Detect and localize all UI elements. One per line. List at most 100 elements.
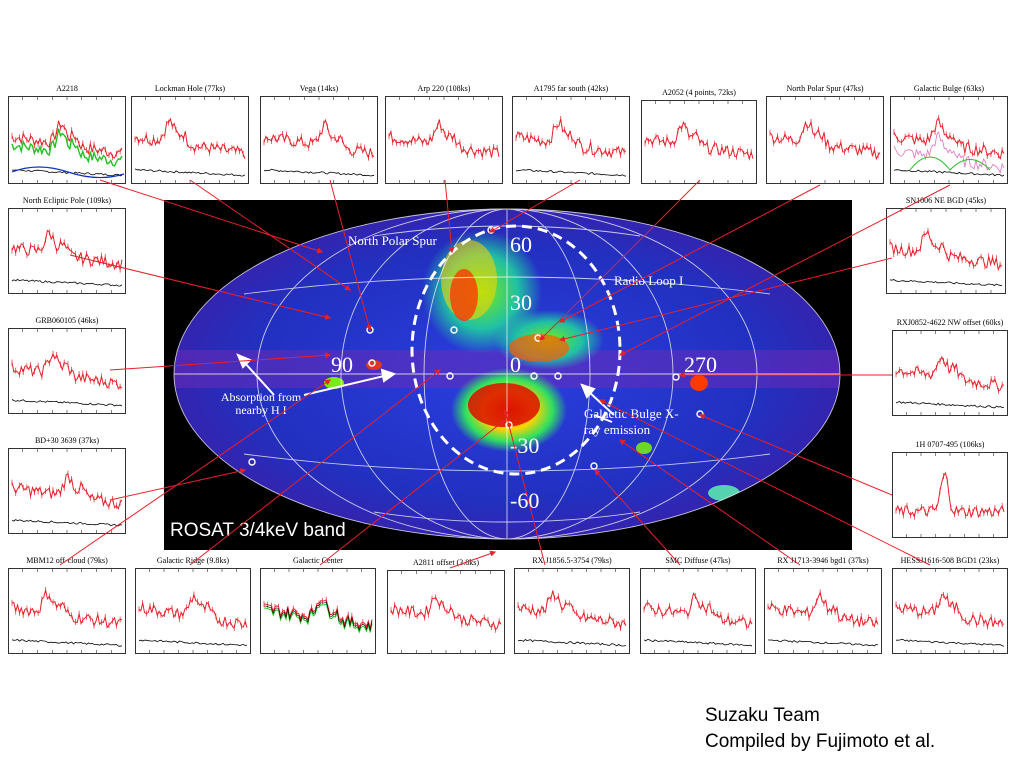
panel-title: HESSJ1616-508 BGD1 (23ks) bbox=[900, 556, 1000, 565]
spectrum-panel-a2811: A2811 offset (3.8ks) bbox=[387, 558, 505, 654]
plot-frame bbox=[640, 568, 756, 654]
plot-frame bbox=[135, 568, 251, 654]
background-series bbox=[517, 638, 627, 647]
plot-frame bbox=[260, 568, 376, 654]
plot-frame bbox=[892, 452, 1008, 538]
spectrum-panel-grb060105: GRB060105 (46ks) bbox=[8, 316, 126, 414]
label-absorption: Absorption from nearby H I bbox=[220, 390, 302, 417]
panel-title: GRB060105 (46ks) bbox=[35, 316, 99, 325]
spectrum-plot bbox=[8, 208, 126, 294]
spectrum-plot bbox=[892, 330, 1008, 416]
spectrum-panel-a2052: A2052 (4 points, 72ks) bbox=[641, 88, 757, 184]
panel-title: Vega (14ks) bbox=[299, 84, 339, 93]
spectrum-plot bbox=[886, 208, 1006, 294]
label-lat-30: 30 bbox=[510, 290, 532, 315]
plot-frame bbox=[892, 568, 1008, 654]
spectrum-panel-bd30-3639: BD+30 3639 (37ks) bbox=[8, 436, 126, 534]
spectrum-panel-vega: Vega (14ks) bbox=[260, 84, 378, 184]
panel-title: RX J1713-3946 bgd1 (37ks) bbox=[777, 556, 869, 565]
model-series bbox=[11, 128, 123, 167]
spectrum-panel-a2218: A2218 bbox=[8, 84, 126, 184]
spectrum-panel-galactic-ridge: Galactic Ridge (9.8ks) bbox=[135, 556, 251, 654]
panel-title: Galactic Bulge (63ks) bbox=[913, 84, 985, 93]
plot-frame bbox=[387, 570, 505, 654]
panel-title: A2218 bbox=[56, 84, 78, 93]
label-lat-minus-60: -60 bbox=[510, 488, 540, 513]
label-lat-0: 0 bbox=[510, 352, 521, 377]
label-galactic-bulge: Galactic Bulge X-ray emission bbox=[584, 406, 679, 437]
spectrum-panel-rxj1856: RX J1856.5-3754 (79ks) bbox=[514, 556, 630, 654]
panel-title: SN1006 NE BGD (45ks) bbox=[905, 196, 987, 205]
spectrum-plot bbox=[892, 452, 1008, 538]
background-series bbox=[767, 639, 879, 647]
spectrum-panel-sn1006: SN1006 NE BGD (45ks) bbox=[886, 196, 1006, 294]
map-band-label: ROSAT 3/4keV band bbox=[170, 520, 346, 541]
background-series bbox=[643, 638, 753, 647]
spectrum-plot bbox=[387, 570, 505, 654]
spectrum-plot bbox=[514, 568, 630, 654]
background-series bbox=[138, 639, 248, 647]
background-series bbox=[515, 169, 627, 177]
background-series bbox=[11, 169, 123, 177]
spectrum-panel-lockman-hole: Lockman Hole (77ks) bbox=[131, 84, 249, 184]
spectrum-panel-a1795: A1795 far south (42ks) bbox=[512, 84, 630, 184]
panel-title: RXJ0852-4622 NW offset (60ks) bbox=[896, 318, 1004, 327]
label-lon-90: 90 bbox=[331, 352, 353, 377]
spectrum-plot bbox=[764, 568, 882, 654]
credits-line-2: Compiled by Fujimoto et al. bbox=[705, 731, 936, 752]
sky-map-graphic bbox=[173, 208, 841, 540]
panel-title: Galactic Ridge (9.8ks) bbox=[156, 556, 230, 565]
spectrum-plot bbox=[131, 96, 249, 184]
spectrum-series bbox=[263, 601, 373, 631]
model-series bbox=[909, 156, 991, 171]
plot-frame bbox=[131, 96, 249, 184]
spectrum-panel-1h0707: 1H 0707-495 (106ks) bbox=[892, 440, 1008, 538]
panel-title: Arp 220 (108ks) bbox=[417, 84, 471, 93]
panel-title: A2052 (4 points, 72ks) bbox=[662, 88, 736, 97]
panel-title: BD+30 3639 (37ks) bbox=[34, 436, 100, 445]
spectrum-plot bbox=[135, 568, 251, 654]
spectrum-plot bbox=[890, 96, 1008, 184]
panel-title: RX J1856.5-3754 (79ks) bbox=[532, 556, 612, 565]
spectrum-plot bbox=[260, 96, 378, 184]
spectrum-panel-hessj1616: HESSJ1616-508 BGD1 (23ks) bbox=[892, 556, 1008, 654]
panel-title: SMC Diffuse (47ks) bbox=[665, 556, 731, 565]
spectrum-plot bbox=[641, 100, 757, 184]
spectrum-panel-galactic-bulge: Galactic Bulge (63ks) bbox=[890, 84, 1008, 184]
spectrum-plot bbox=[8, 96, 126, 184]
panel-title: Lockman Hole (77ks) bbox=[154, 84, 226, 93]
label-lat-60: 60 bbox=[510, 232, 532, 257]
panel-title: Galactic Center bbox=[293, 556, 343, 565]
background-series bbox=[11, 639, 123, 647]
plot-frame bbox=[260, 96, 378, 184]
panel-title: North Ecliptic Pole (109ks) bbox=[22, 196, 112, 205]
rosat-all-sky-map: North Polar Spur Radio Loop I 60 30 0 -3… bbox=[164, 200, 852, 550]
spectrum-plot bbox=[385, 96, 503, 184]
spectrum-panel-mbm12: MBM12 off-cloud (79ks) bbox=[8, 556, 126, 654]
background-series bbox=[893, 169, 1005, 177]
panel-title: MBM12 off-cloud (79ks) bbox=[26, 556, 108, 565]
label-lat-minus-30: -30 bbox=[510, 433, 540, 458]
spectrum-panel-galactic-center: Galactic Center bbox=[260, 556, 376, 654]
spectrum-panel-north-polar-spur: North Polar Spur (47ks) bbox=[766, 84, 884, 184]
panel-title: A2811 offset (3.8ks) bbox=[413, 558, 479, 567]
spectrum-plot bbox=[260, 568, 376, 654]
background-series bbox=[896, 639, 1005, 647]
panel-title: A1795 far south (42ks) bbox=[533, 84, 609, 93]
label-lon-270: 270 bbox=[684, 352, 717, 377]
spectrum-panel-north-ecliptic-pole: North Ecliptic Pole (109ks) bbox=[8, 196, 126, 294]
panel-title: North Polar Spur (47ks) bbox=[786, 84, 864, 93]
plot-frame bbox=[512, 96, 630, 184]
spectrum-plot bbox=[8, 568, 126, 654]
spectrum-panel-smc-diffuse: SMC Diffuse (47ks) bbox=[640, 556, 756, 654]
spectrum-plot bbox=[8, 328, 126, 414]
model-series bbox=[11, 166, 125, 179]
spectrum-plot bbox=[892, 568, 1008, 654]
spectrum-panel-rxj1713: RX J1713-3946 bgd1 (37ks) bbox=[764, 556, 882, 654]
panel-title: 1H 0707-495 (106ks) bbox=[915, 440, 985, 449]
spectrum-panel-rxj0852: RXJ0852-4622 NW offset (60ks) bbox=[892, 318, 1008, 416]
spectrum-plot bbox=[8, 448, 126, 534]
background-series bbox=[134, 168, 246, 177]
label-radio-loop-i: Radio Loop I bbox=[614, 273, 684, 288]
credits-line-1: Suzaku Team bbox=[705, 705, 820, 726]
